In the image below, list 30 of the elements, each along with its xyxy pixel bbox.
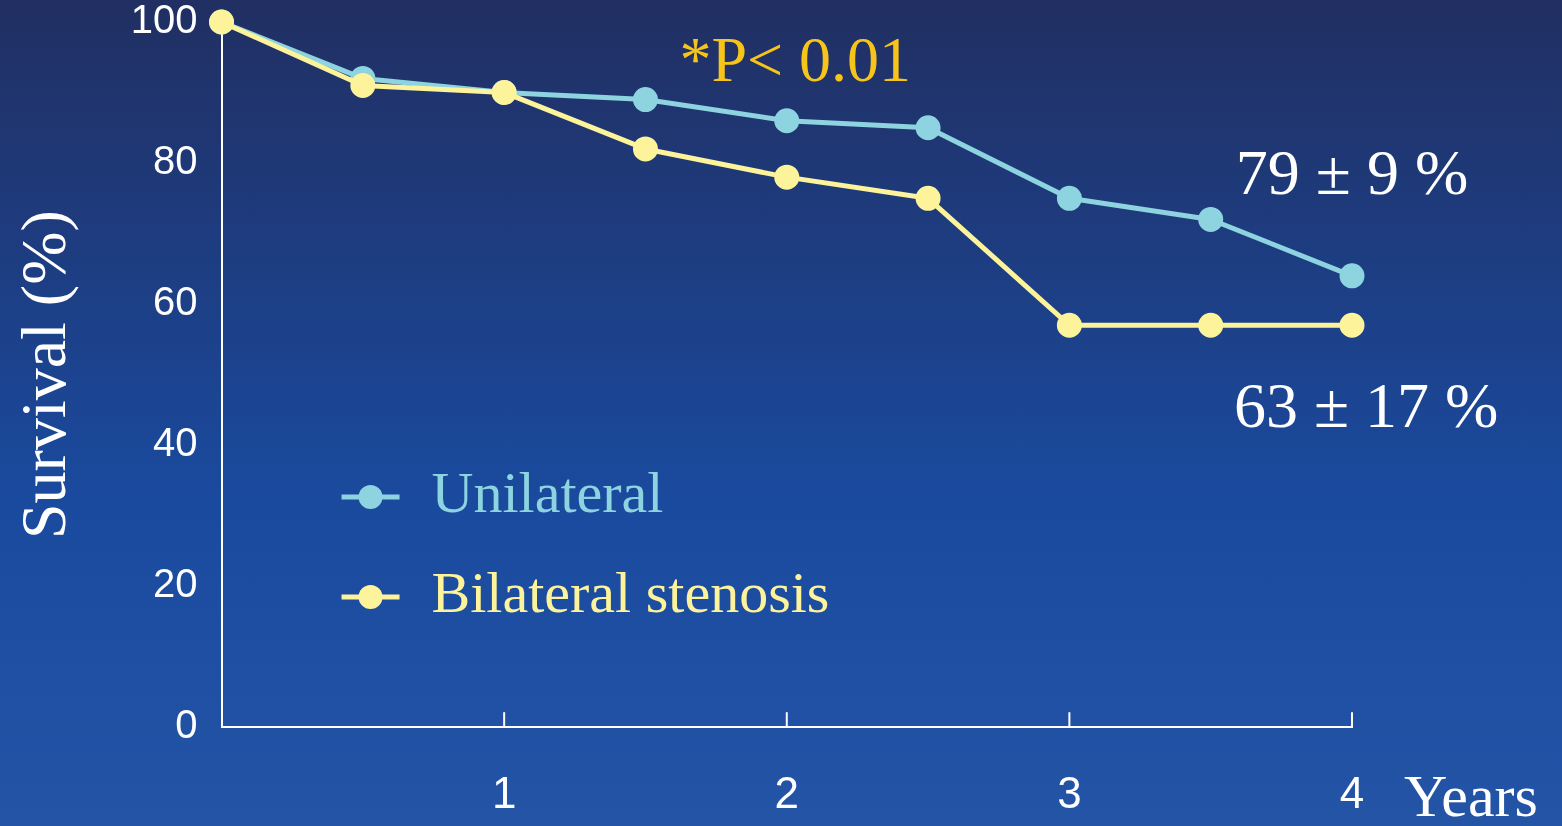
y-tick-label: 60 [153, 279, 198, 324]
annotation: 63 ± 17 % [1233, 369, 1499, 441]
point [915, 185, 941, 211]
point [915, 115, 941, 141]
point [1339, 263, 1365, 289]
point [774, 108, 800, 134]
point [774, 164, 800, 190]
annotation: 79 ± 9 % [1235, 136, 1469, 208]
x-tick-label: 1 [491, 767, 517, 817]
legend-label: Unilateral [431, 460, 664, 526]
annotation: *P< 0.01 [679, 24, 912, 96]
y-tick-label: 80 [153, 138, 198, 183]
point [1056, 312, 1082, 338]
y-tick-label: 20 [153, 561, 198, 606]
legend-label: Bilateral stenosis [431, 560, 830, 626]
point [1198, 206, 1224, 232]
point [632, 87, 658, 113]
x-tick-label: 3 [1057, 767, 1082, 817]
point [350, 72, 376, 98]
x-axis-title: Years [1404, 762, 1538, 826]
point [1339, 312, 1365, 338]
point [1056, 185, 1082, 211]
y-tick-label: 40 [153, 420, 198, 465]
point [1198, 312, 1224, 338]
x-tick-label: 2 [774, 767, 800, 817]
point [632, 136, 658, 162]
x-tick-label: 4 [1339, 767, 1365, 817]
y-tick-label: 0 [175, 702, 198, 747]
y-tick-label: 100 [130, 0, 198, 42]
y-axis-title: Survival (%) [8, 210, 80, 540]
